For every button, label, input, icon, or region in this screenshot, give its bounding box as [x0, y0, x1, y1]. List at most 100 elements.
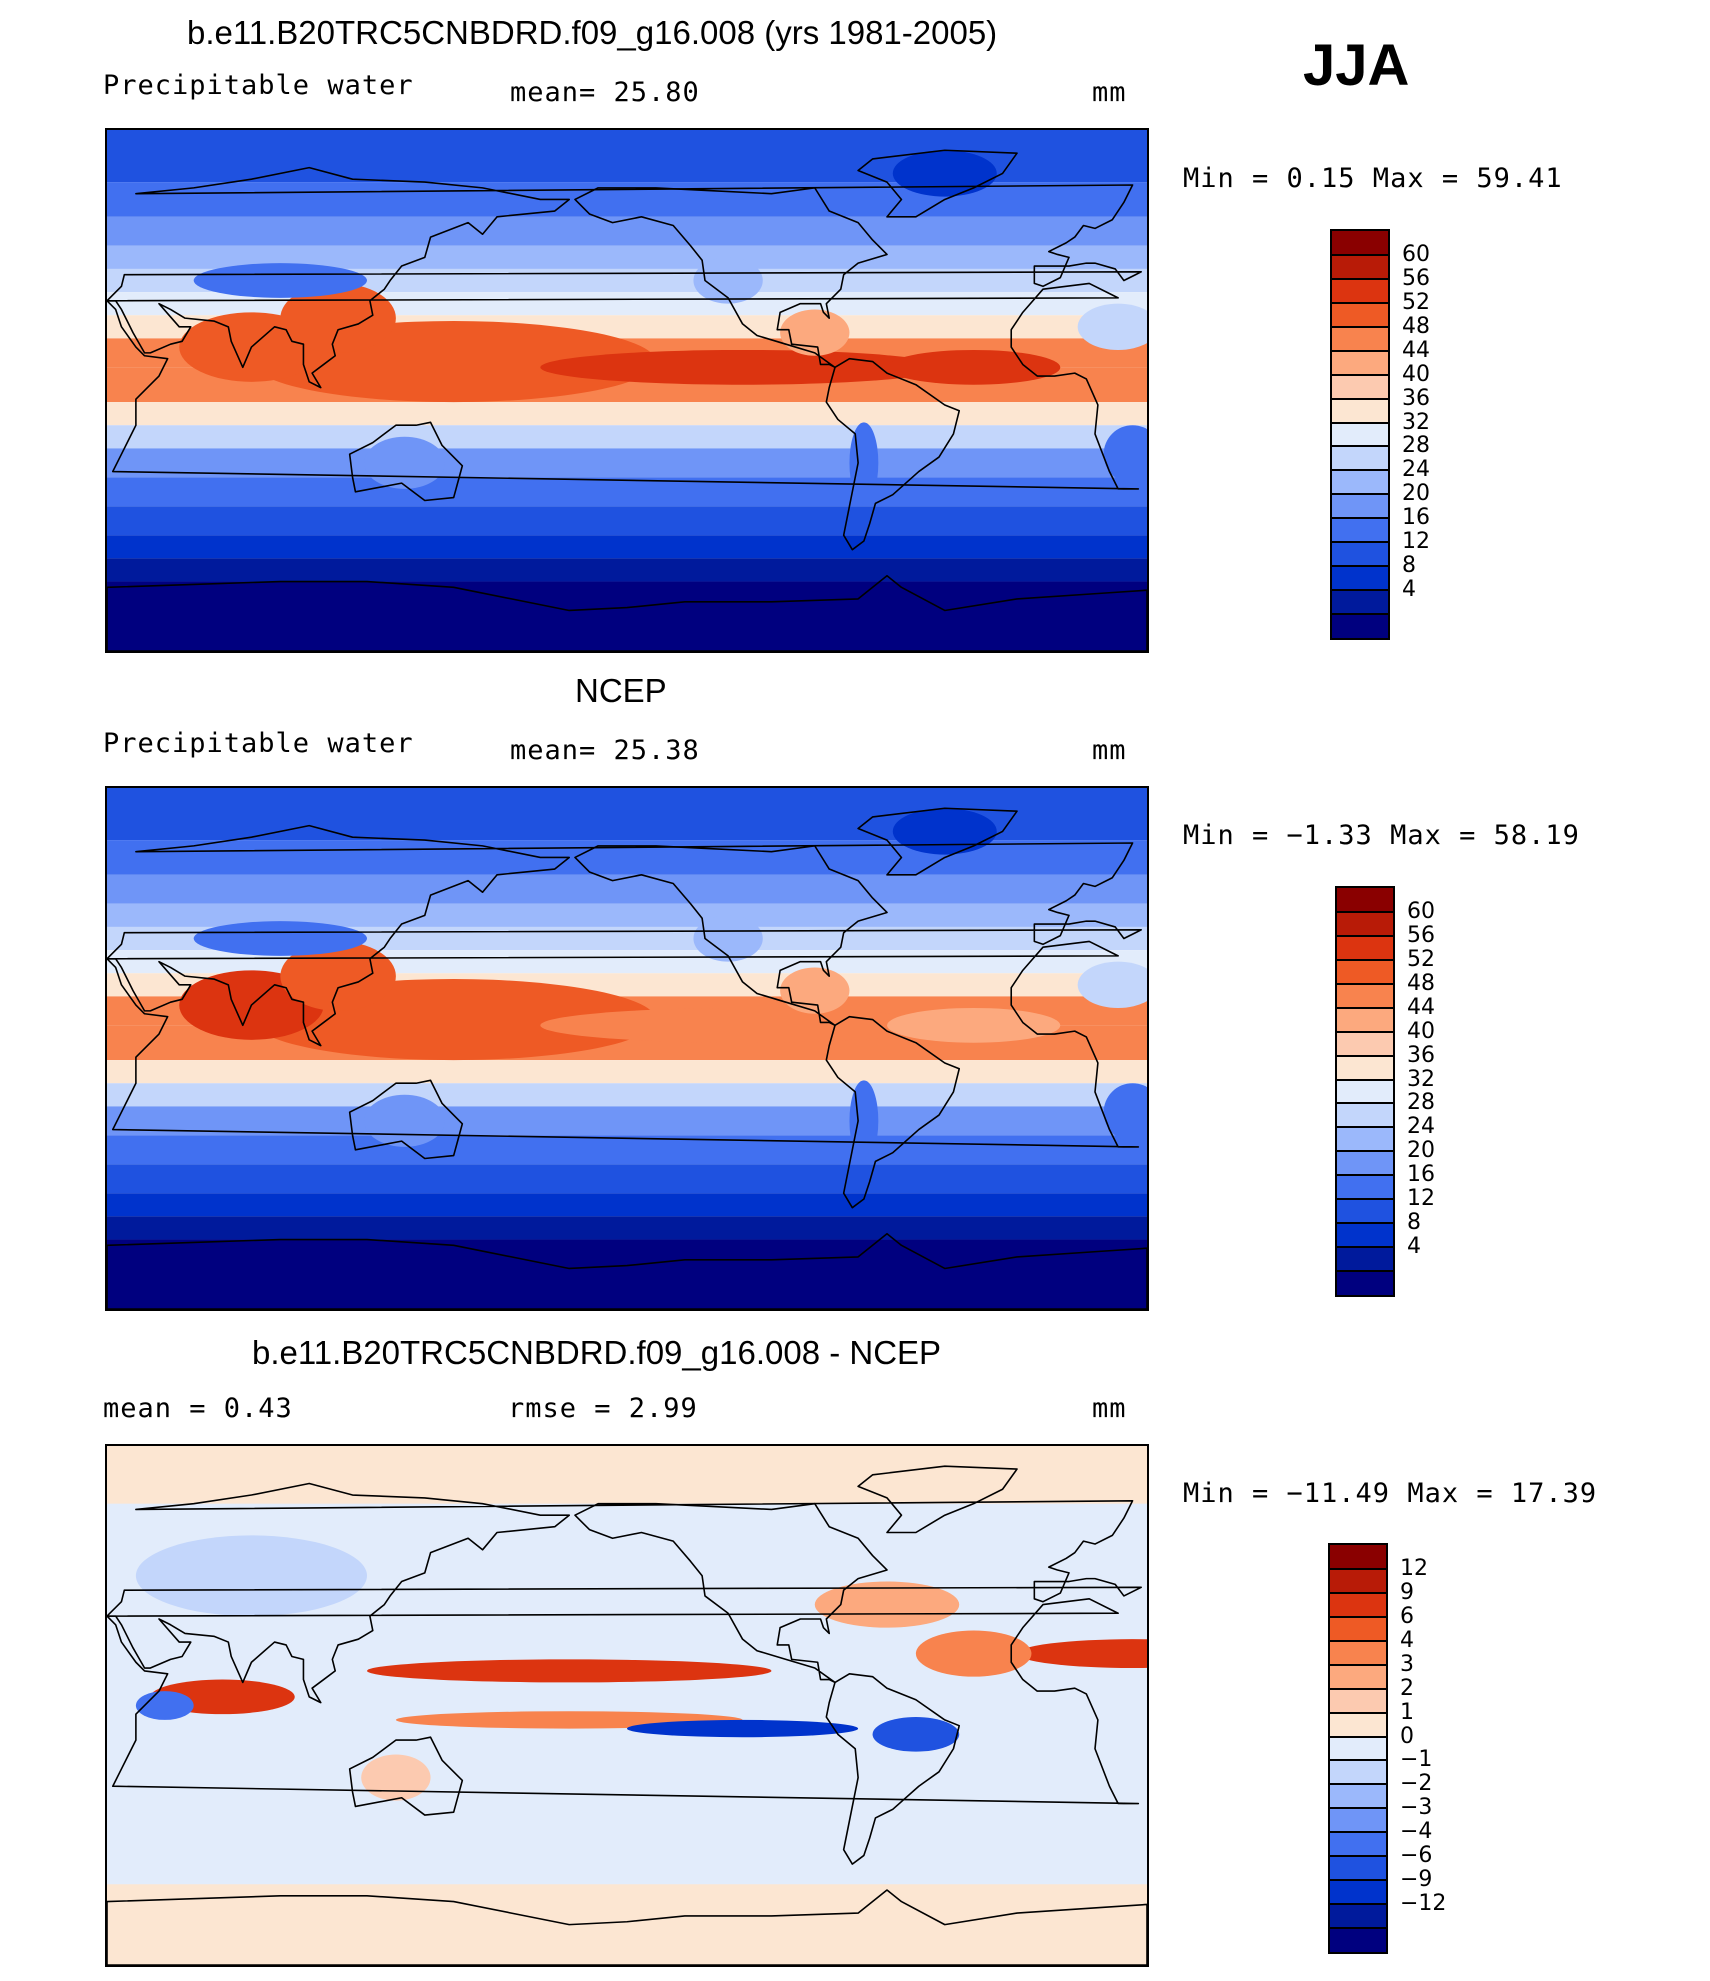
field-blob: [892, 150, 997, 197]
field-blob: [364, 1094, 445, 1147]
field-blob: [627, 1719, 859, 1738]
colorbar-separator: [1332, 493, 1388, 496]
colorbar-swatch: [1330, 1856, 1386, 1881]
colorbar-tick-label: 3: [1400, 1651, 1414, 1677]
colorbar-separator: [1332, 445, 1388, 448]
panel-1-units: mm: [1092, 77, 1127, 108]
field-band: [107, 1193, 1147, 1217]
colorbar-tick-label: −9: [1400, 1867, 1433, 1893]
colorbar-tick-label: 12: [1407, 1186, 1435, 1212]
colorbar-separator: [1330, 1567, 1386, 1570]
coastline-samerica: [825, 357, 961, 551]
colorbar-separator: [1337, 1102, 1393, 1105]
panel-3-colorbar: [1328, 1543, 1388, 1954]
colorbar-separator: [1330, 1903, 1386, 1906]
coastline-australia: [348, 421, 464, 502]
field-blob: [540, 349, 945, 385]
colorbar-separator: [1337, 1030, 1393, 1033]
coastline-eurasia: [107, 824, 1143, 1047]
colorbar-separator: [1337, 1222, 1393, 1225]
panel-3-units: mm: [1092, 1393, 1127, 1424]
field-blob: [1077, 303, 1147, 350]
field-band: [107, 402, 1147, 426]
colorbar-tick-label: 36: [1402, 385, 1430, 411]
colorbar-tick-label: 48: [1402, 313, 1430, 339]
field-band: [107, 558, 1147, 582]
field-blob: [367, 1659, 772, 1683]
coastline-antarctica: [107, 1889, 1147, 1965]
panel-1-variable-label: Precipitable water: [103, 70, 414, 101]
colorbar-separator: [1332, 253, 1388, 256]
field-blob: [780, 967, 850, 1014]
colorbar-swatch: [1332, 542, 1388, 567]
colorbar-tick-label: 48: [1407, 970, 1435, 996]
colorbar-separator: [1330, 1759, 1386, 1762]
colorbar-swatch: [1337, 1055, 1393, 1081]
colorbar-swatch: [1332, 350, 1388, 376]
colorbar-swatch: [1337, 1175, 1393, 1200]
field-blob: [887, 349, 1061, 385]
panel-2-units: mm: [1092, 735, 1127, 766]
colorbar-swatch: [1330, 1736, 1386, 1761]
colorbar-separator: [1337, 1054, 1393, 1057]
colorbar-swatch: [1332, 614, 1388, 639]
colorbar-tick-label: 8: [1407, 1210, 1421, 1236]
colorbar-separator: [1332, 277, 1388, 280]
colorbar-separator: [1330, 1879, 1386, 1882]
coastline-africa: [107, 282, 1140, 490]
coastline-antarctica: [107, 574, 1147, 651]
field-blob: [1103, 425, 1147, 484]
field-band: [107, 216, 1147, 246]
field-band: [107, 1239, 1147, 1309]
colorbar-swatch: [1332, 446, 1388, 471]
colorbar-swatch: [1330, 1928, 1386, 1953]
colorbar-tick-label: 4: [1400, 1627, 1414, 1653]
colorbar-tick-label: 12: [1400, 1555, 1428, 1581]
panel-3-title: b.e11.B20TRC5CNBDRD.f09_g16.008 - NCEP: [252, 1334, 942, 1371]
map-svg: [107, 130, 1147, 651]
colorbar-swatch: [1332, 398, 1388, 424]
panel-2-variable-label: Precipitable water: [103, 728, 414, 759]
map-svg: [107, 1446, 1147, 1965]
field-band: [107, 1060, 1147, 1084]
colorbar-separator: [1332, 373, 1388, 376]
colorbar-tick-label: 40: [1407, 1018, 1435, 1044]
colorbar-separator: [1330, 1927, 1386, 1930]
colorbar-separator: [1337, 1174, 1393, 1177]
coastline-namerica: [574, 845, 888, 1027]
colorbar-tick-label: −2: [1400, 1771, 1433, 1797]
colorbar-separator: [1330, 1807, 1386, 1810]
field-band: [107, 425, 1147, 449]
colorbar-separator: [1332, 349, 1388, 352]
field-band: [107, 448, 1147, 478]
coastline-greenland: [857, 1465, 1018, 1534]
colorbar-separator: [1332, 541, 1388, 544]
coastline-greenland: [857, 149, 1018, 218]
coastline-samerica: [825, 1015, 961, 1209]
field-blob: [135, 1691, 194, 1720]
colorbar-separator: [1337, 910, 1393, 913]
coastline-eurasia: [107, 166, 1143, 389]
field-band: [107, 1446, 1147, 1504]
colorbar-swatch: [1337, 1199, 1393, 1224]
panel-1-map: [105, 128, 1149, 653]
colorbar-swatch: [1332, 470, 1388, 495]
colorbar-swatch: [1337, 1151, 1393, 1176]
colorbar-tick-label: 52: [1402, 289, 1430, 315]
colorbar-separator: [1330, 1735, 1386, 1738]
colorbar-tick-label: 44: [1407, 994, 1435, 1020]
coastline-australia: [348, 1736, 464, 1816]
coastline-africa: [107, 940, 1140, 1148]
panel-1-minmax: Min = 0.15 Max = 59.41: [1183, 163, 1563, 194]
colorbar-separator: [1330, 1591, 1386, 1594]
coastline-africa: [107, 1598, 1140, 1805]
colorbar-swatch: [1337, 1007, 1393, 1033]
colorbar-swatch: [1337, 983, 1393, 1009]
colorbar-swatch: [1337, 959, 1393, 985]
field-blob: [693, 915, 763, 962]
colorbar-tick-label: 56: [1407, 922, 1435, 948]
panel-1-title: b.e11.B20TRC5CNBDRD.f09_g16.008 (yrs 198…: [187, 14, 998, 51]
field-blob: [814, 1581, 960, 1628]
colorbar-separator: [1337, 982, 1393, 985]
colorbar-separator: [1337, 1270, 1393, 1273]
